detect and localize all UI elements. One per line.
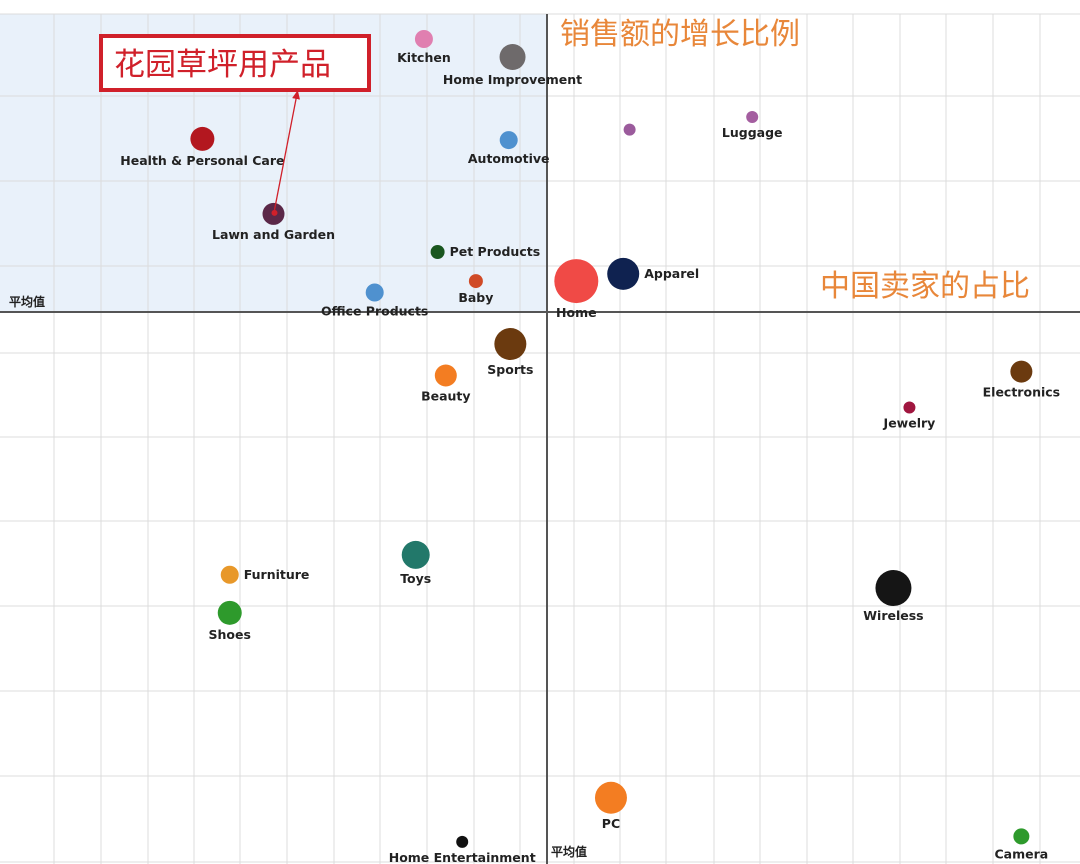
point-office-products[interactable] — [365, 283, 384, 302]
point-label-apparel: Apparel — [644, 266, 699, 281]
point-label-toys: Toys — [400, 571, 431, 586]
annotation-anchor — [271, 209, 278, 216]
point-label-lawn-and-garden: Lawn and Garden — [212, 227, 335, 242]
point-label-automotive: Automotive — [468, 151, 550, 166]
point-health-and-personal-care[interactable] — [190, 126, 215, 151]
point-label-furniture: Furniture — [244, 567, 310, 582]
x-average-label: 平均值 — [9, 294, 45, 309]
point-beauty[interactable] — [434, 364, 457, 387]
point-label-pet-products: Pet Products — [450, 244, 541, 259]
point-label-beauty: Beauty — [421, 388, 470, 403]
annotation-box — [99, 34, 371, 92]
point-home[interactable] — [554, 259, 599, 304]
point-label-camera: Camera — [995, 846, 1049, 861]
point-apparel[interactable] — [607, 257, 640, 290]
point-label-kitchen: Kitchen — [397, 50, 451, 65]
point-label-shoes: Shoes — [209, 627, 251, 642]
point-label-sports: Sports — [487, 362, 533, 377]
point-pc[interactable] — [594, 781, 627, 814]
point-electronics[interactable] — [1010, 360, 1033, 383]
point-label-office-products: Office Products — [321, 304, 428, 319]
y-average-label: 平均值 — [551, 844, 587, 859]
point-jewelry[interactable] — [903, 401, 916, 414]
point-kitchen[interactable] — [414, 30, 433, 48]
y-axis-title: 销售额的增长比例 — [560, 17, 800, 52]
point-label-pc: PC — [602, 816, 620, 831]
point-label-home-improvement: Home Improvement — [443, 72, 582, 87]
grid — [0, 13, 1080, 864]
point-home-improvement[interactable] — [499, 44, 526, 70]
point-label-health-and-personal-care: Health & Personal Care — [120, 153, 284, 168]
point-label-baby: Baby — [458, 290, 493, 305]
point-home-entertainment[interactable] — [456, 835, 469, 848]
point-luggage[interactable] — [746, 111, 759, 123]
annotation-arrow — [273, 90, 300, 211]
point-unlabeled-2[interactable] — [623, 123, 636, 136]
point-label-home: Home — [556, 305, 597, 320]
point-baby[interactable] — [468, 274, 483, 289]
point-label-luggage: Luggage — [722, 125, 783, 140]
point-furniture[interactable] — [220, 565, 239, 584]
x-axis-title: 中国卖家的占比 — [820, 269, 1030, 304]
point-label-wireless: Wireless — [863, 608, 923, 623]
point-shoes[interactable] — [217, 600, 242, 625]
point-camera[interactable] — [1013, 828, 1030, 845]
point-label-jewelry: Jewelry — [883, 415, 936, 430]
point-automotive[interactable] — [499, 131, 518, 150]
annotation-text: 花园草坪用产品 — [114, 47, 331, 83]
point-toys[interactable] — [401, 540, 430, 569]
point-wireless[interactable] — [875, 570, 912, 606]
point-label-electronics: Electronics — [983, 385, 1060, 400]
point-sports[interactable] — [494, 328, 527, 361]
point-pet-products[interactable] — [430, 245, 445, 259]
point-label-home-entertainment: Home Entertainment — [389, 850, 536, 864]
